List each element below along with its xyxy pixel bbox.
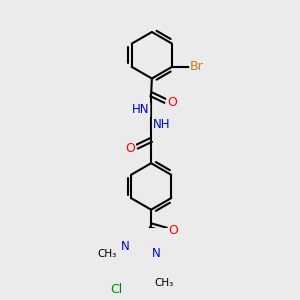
Text: Cl: Cl bbox=[110, 283, 123, 296]
Text: N: N bbox=[152, 247, 161, 260]
Text: Br: Br bbox=[190, 60, 204, 74]
Text: N: N bbox=[120, 240, 129, 253]
Text: O: O bbox=[167, 96, 177, 109]
Text: O: O bbox=[169, 224, 178, 237]
Text: NH: NH bbox=[153, 118, 170, 131]
Text: CH₃: CH₃ bbox=[155, 278, 174, 288]
Text: O: O bbox=[125, 142, 135, 155]
Text: CH₃: CH₃ bbox=[97, 249, 116, 259]
Text: HN: HN bbox=[132, 103, 149, 116]
